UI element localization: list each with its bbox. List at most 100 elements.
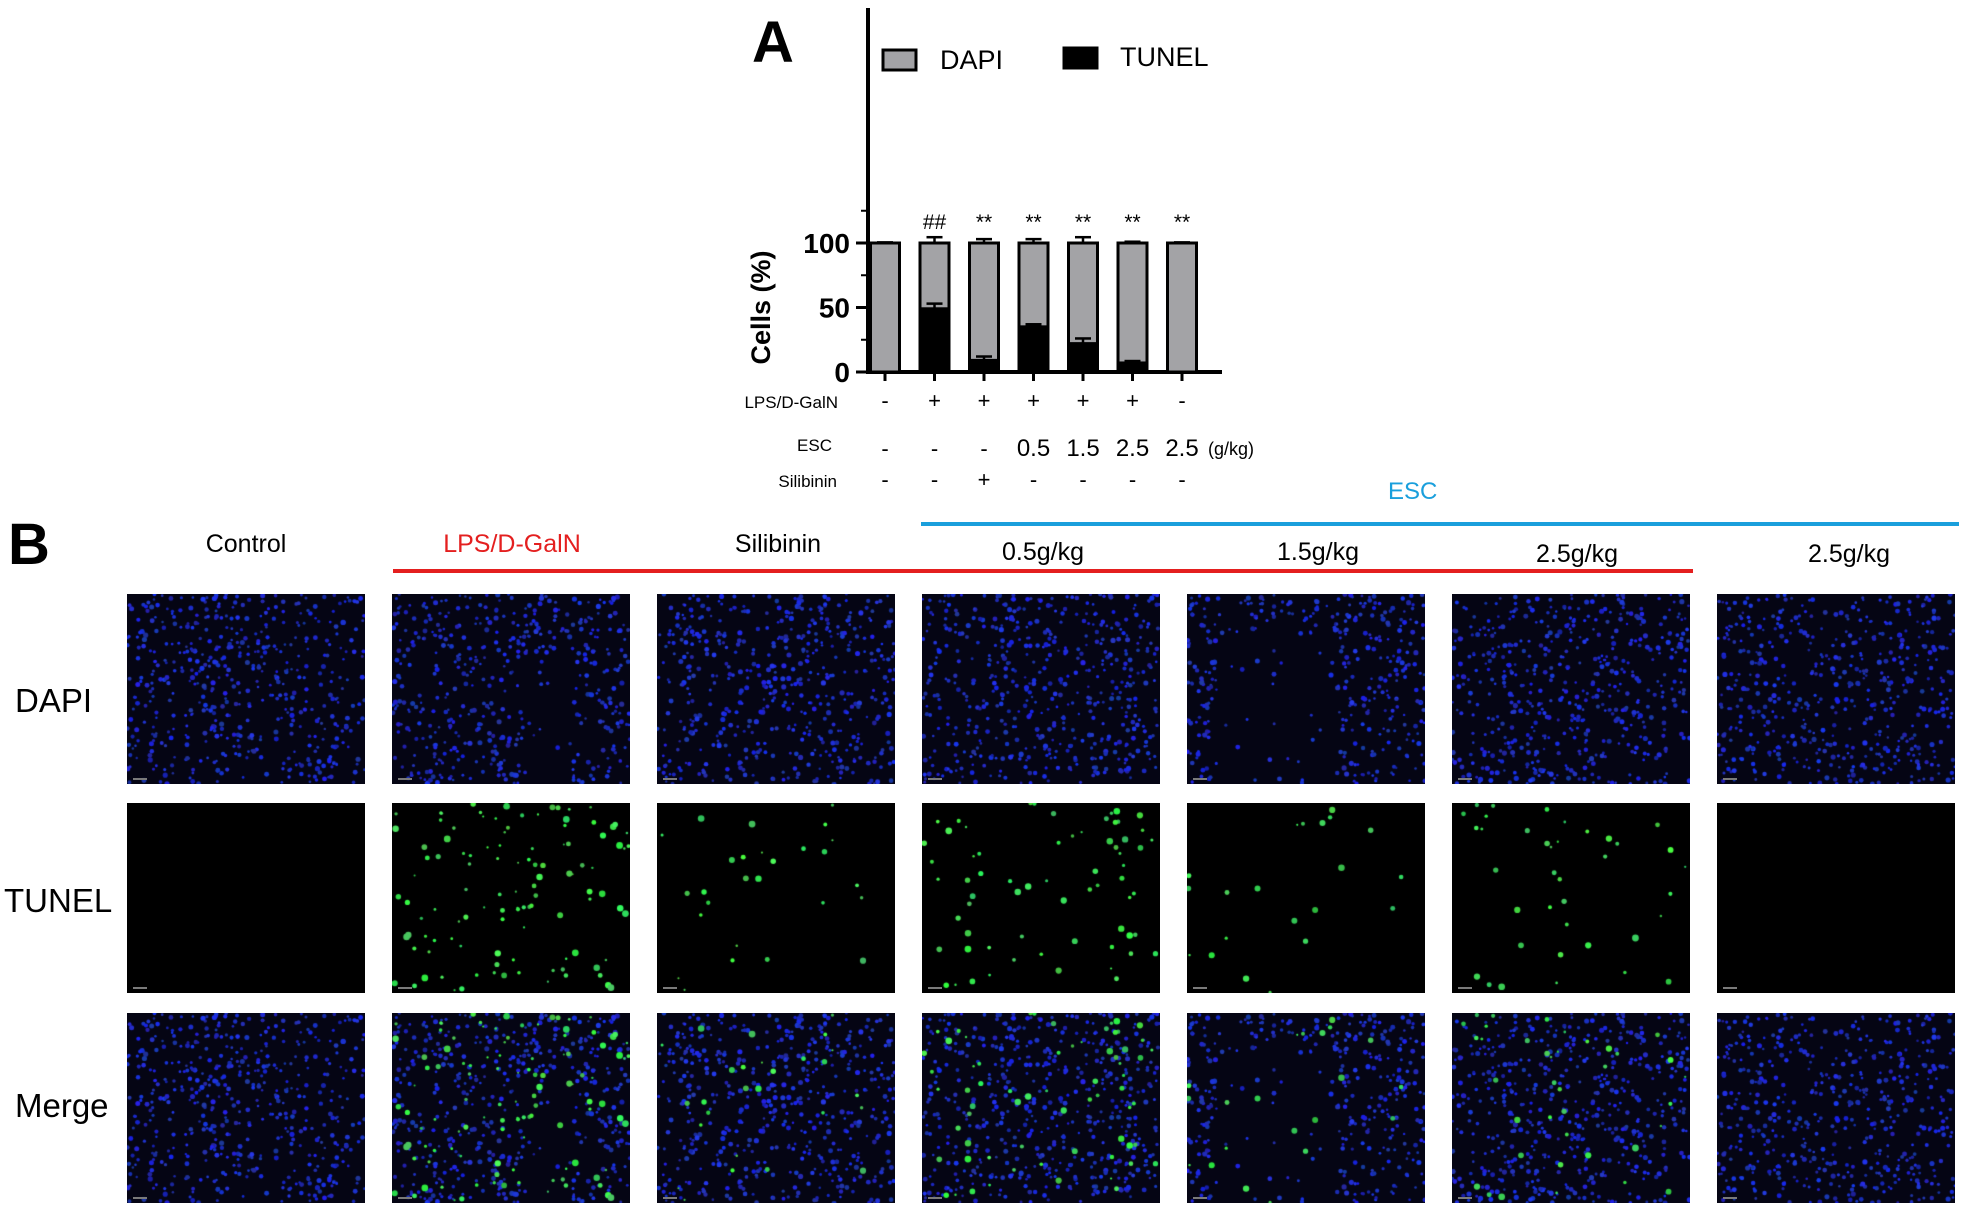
treatment-value: - [980, 436, 987, 461]
treatment-value: - [881, 467, 888, 492]
treatment-value: - [1030, 467, 1037, 492]
panel-a-label: A [752, 10, 794, 75]
esc-group-header: ESC [1388, 478, 1438, 505]
bar-tunel [1116, 361, 1149, 374]
micrograph-image [1187, 803, 1425, 993]
treatment-unit: (g/kg) [1208, 439, 1254, 459]
legend-label-tunel: TUNEL [1120, 42, 1209, 72]
scale-bar [1723, 1197, 1737, 1199]
micrograph-tunel-5 [1187, 803, 1425, 993]
treatment-value: - [1178, 388, 1185, 413]
micrograph-image [392, 1013, 630, 1203]
micrograph-image [127, 594, 365, 784]
micrograph-dapi-2 [392, 594, 630, 784]
scale-bar [398, 1197, 412, 1199]
micrograph-image [922, 803, 1160, 993]
treatment-row-label: Silibinin [778, 472, 837, 491]
micrograph-image [1717, 594, 1955, 784]
scale-bar [1723, 778, 1737, 780]
treatment-value: - [881, 436, 888, 461]
scale-bar [663, 778, 677, 780]
micrograph-merge-4 [922, 1013, 1160, 1203]
scale-bar [928, 987, 942, 989]
bar-dapi [1116, 241, 1149, 374]
treatment-value: + [928, 388, 941, 413]
column-label-silibinin: Silibinin [734, 530, 822, 558]
micrograph-dapi-4 [922, 594, 1160, 784]
micrograph-tunel-1 [127, 803, 365, 993]
treatment-row-label: LPS/D-GalN [744, 393, 838, 412]
treatment-value: - [931, 436, 938, 461]
micrograph-image [922, 594, 1160, 784]
micrograph-image [392, 803, 630, 993]
micrograph-image [1187, 594, 1425, 784]
treatment-value: - [931, 467, 938, 492]
significance-label: ** [1075, 211, 1091, 234]
micrograph-image [1452, 1013, 1690, 1203]
significance-label: ** [1124, 211, 1140, 234]
micrograph-merge-2 [392, 1013, 630, 1203]
micrograph-image [1717, 1013, 1955, 1203]
stacked-bar-chart: 0 50 100 Cells (%) ## ** ** ** ** ** DAPI TUNEL LPS/… [744, 8, 1254, 492]
micrograph-tunel-6 [1452, 803, 1690, 993]
column-label-esc-2-5: 2.5g/kg [1535, 540, 1619, 568]
micrograph-merge-7 [1717, 1013, 1955, 1203]
column-label-esc-1-5: 1.5g/kg [1276, 538, 1360, 566]
scale-bar [133, 778, 147, 780]
micrograph-tunel-4 [922, 803, 1160, 993]
bar-tunel [918, 307, 951, 374]
bar-dapi [968, 241, 1000, 374]
significance-label: ** [1025, 211, 1041, 234]
micrograph-merge-5 [1187, 1013, 1425, 1203]
scale-bar [663, 987, 677, 989]
treatment-value: - [1178, 467, 1185, 492]
micrograph-image [392, 594, 630, 784]
micrograph-dapi-6 [1452, 594, 1690, 784]
treatment-value: - [1079, 467, 1086, 492]
scale-bar [398, 778, 412, 780]
scale-bar [928, 1197, 942, 1199]
micrograph-dapi-5 [1187, 594, 1425, 784]
column-label-esc-0-5: 0.5g/kg [1001, 538, 1085, 566]
scale-bar [398, 987, 412, 989]
micrograph-dapi-7 [1717, 594, 1955, 784]
micrograph-dapi-3 [657, 594, 895, 784]
bar-tunel [1017, 325, 1050, 374]
micrograph-tunel-7 [1717, 803, 1955, 993]
micrograph-image [1717, 803, 1955, 993]
scale-bar [1193, 1197, 1207, 1199]
bar-tunel [968, 358, 1000, 374]
micrograph-image [1452, 594, 1690, 784]
column-label-control: Control [205, 530, 287, 558]
treatment-value: 2.5 [1165, 435, 1198, 462]
micrograph-image [657, 1013, 895, 1203]
bar-dapi [869, 241, 901, 374]
micrograph-image [1187, 1013, 1425, 1203]
row-label-tunel: TUNEL [4, 882, 113, 919]
row-label-dapi: DAPI [15, 682, 93, 719]
scale-bar [928, 778, 942, 780]
treatment-value: + [978, 388, 991, 413]
significance-label: ## [923, 211, 947, 234]
treatment-row-label: ESC [797, 436, 832, 455]
micrograph-tunel-3 [657, 803, 895, 993]
row-label-merge: Merge [15, 1087, 109, 1124]
scale-bar [1193, 987, 1207, 989]
bar-tunel [1067, 342, 1099, 374]
scale-bar [1458, 987, 1472, 989]
y-tick-label: 100 [803, 228, 850, 259]
significance-label: ** [976, 211, 992, 234]
treatment-value: - [1129, 467, 1136, 492]
scale-bar [1723, 987, 1737, 989]
y-tick-label: 50 [819, 293, 850, 324]
legend-label-dapi: DAPI [940, 45, 1003, 75]
column-label-lps: LPS/D-GalN [443, 530, 581, 558]
significance-label: ** [1174, 211, 1190, 234]
scale-bar [663, 1197, 677, 1199]
treatment-value: - [881, 388, 888, 413]
micrograph-image [1452, 803, 1690, 993]
y-axis-label: Cells (%) [746, 250, 776, 364]
micrograph-merge-6 [1452, 1013, 1690, 1203]
micrograph-tunel-2 [392, 803, 630, 993]
panel-b-label: B [8, 512, 50, 577]
